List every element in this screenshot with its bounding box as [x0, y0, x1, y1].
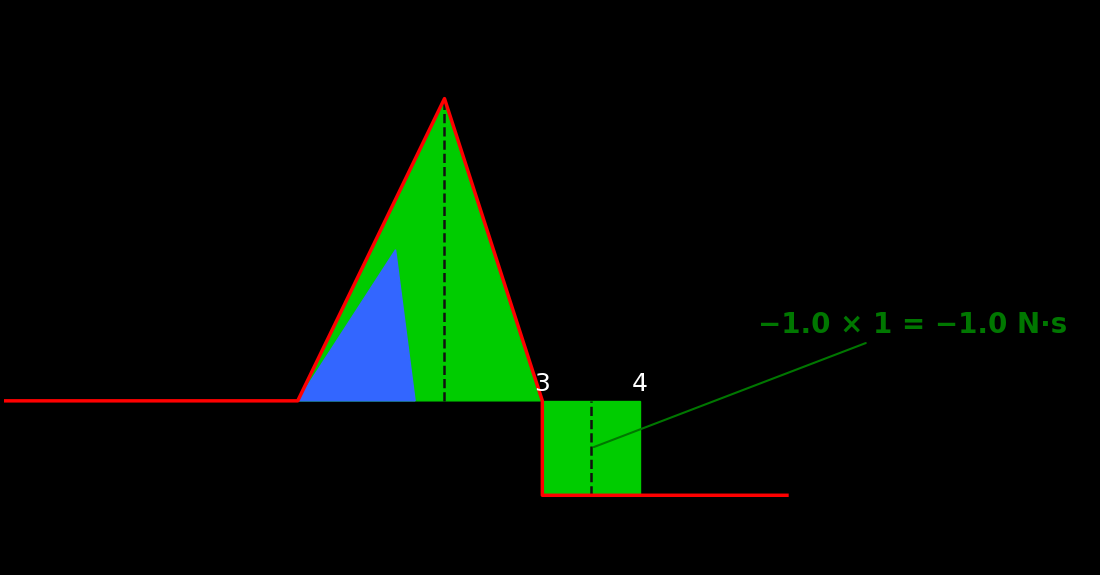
Polygon shape	[298, 250, 415, 401]
Text: 4: 4	[632, 372, 648, 396]
Polygon shape	[298, 98, 542, 401]
Polygon shape	[542, 401, 640, 495]
Text: −1.0 × 1 = −1.0 N·s: −1.0 × 1 = −1.0 N·s	[594, 311, 1067, 447]
Text: 3: 3	[535, 372, 550, 396]
